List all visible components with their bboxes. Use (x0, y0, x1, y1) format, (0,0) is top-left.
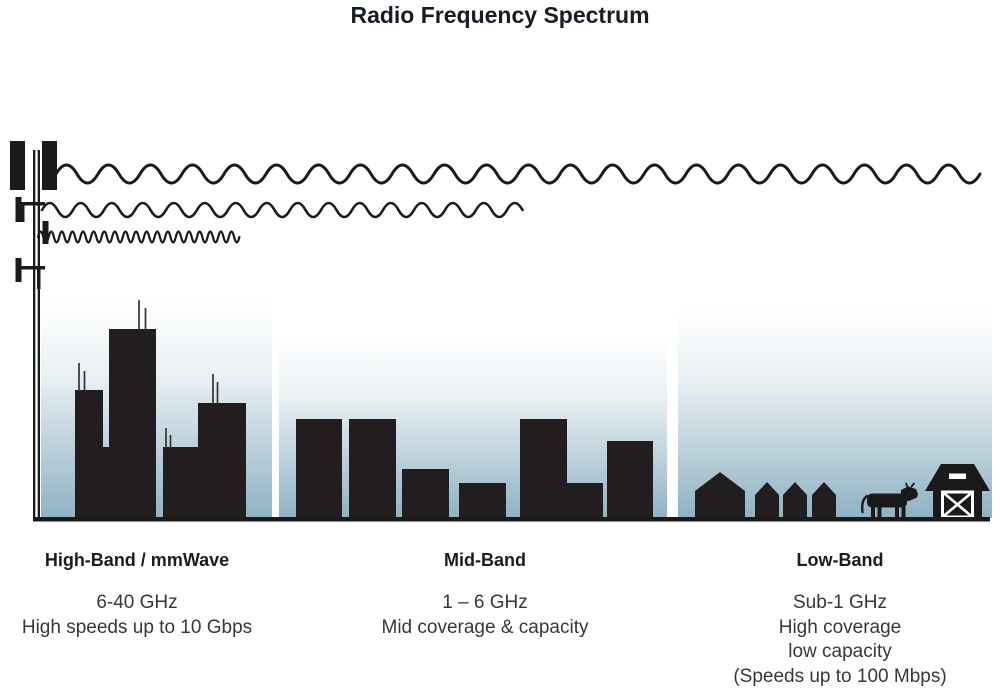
band-desc-low-3: (Speeds up to 100 Mbps) (733, 665, 947, 687)
band-heading-high: High-Band / mmWave (44, 550, 230, 570)
band-freq-mid: 1 – 6 GHz (442, 592, 528, 613)
cow-icon (861, 482, 918, 519)
radio-waves (36, 163, 982, 244)
skyscraper (198, 403, 246, 521)
band-heading-mid: Mid-Band (444, 550, 526, 570)
midrise-buildings (296, 419, 653, 521)
cell-tower-icon (10, 141, 57, 521)
midrise-building (459, 483, 506, 521)
barn-icon (925, 464, 990, 519)
band-heading-low: Low-Band (796, 550, 884, 570)
midrise-building (607, 441, 653, 521)
band-label-mid: Mid-Band 1 – 6 GHz Mid coverage & capaci… (382, 549, 589, 640)
skyscraper (163, 447, 198, 521)
band-desc-mid: Mid coverage & capacity (381, 616, 589, 638)
band-freq-low: Sub-1 GHz (793, 592, 887, 613)
skyscraper (103, 447, 110, 521)
band-label-high: High-Band / mmWave 6-40 GHz High speeds … (22, 549, 252, 640)
house-icon (812, 482, 836, 521)
band-label-low: Low-Band Sub-1 GHz High coverage low cap… (733, 549, 946, 689)
house-icon (755, 482, 779, 521)
midrise-building (402, 469, 449, 521)
ground-line (33, 517, 990, 522)
low-frequency-wave (54, 163, 982, 185)
city-skyline (75, 300, 246, 521)
mid-frequency-wave (40, 201, 524, 219)
band-desc-low-1: High coverage (778, 616, 902, 638)
midrise-building (520, 419, 567, 521)
high-frequency-wave (36, 230, 241, 244)
skyscraper (109, 329, 156, 521)
page-title: Radio Frequency Spectrum (350, 2, 650, 28)
midrise-building (296, 419, 342, 521)
house-icon (783, 482, 807, 521)
band-desc-high: High speeds up to 10 Gbps (21, 616, 253, 638)
houses (695, 472, 836, 521)
midrise-building (567, 483, 603, 521)
midrise-building (349, 419, 396, 521)
band-desc-low-2: low capacity (788, 641, 892, 662)
skyscraper (75, 390, 103, 521)
house-icon (695, 472, 745, 521)
band-freq-high: 6-40 GHz (96, 592, 178, 613)
